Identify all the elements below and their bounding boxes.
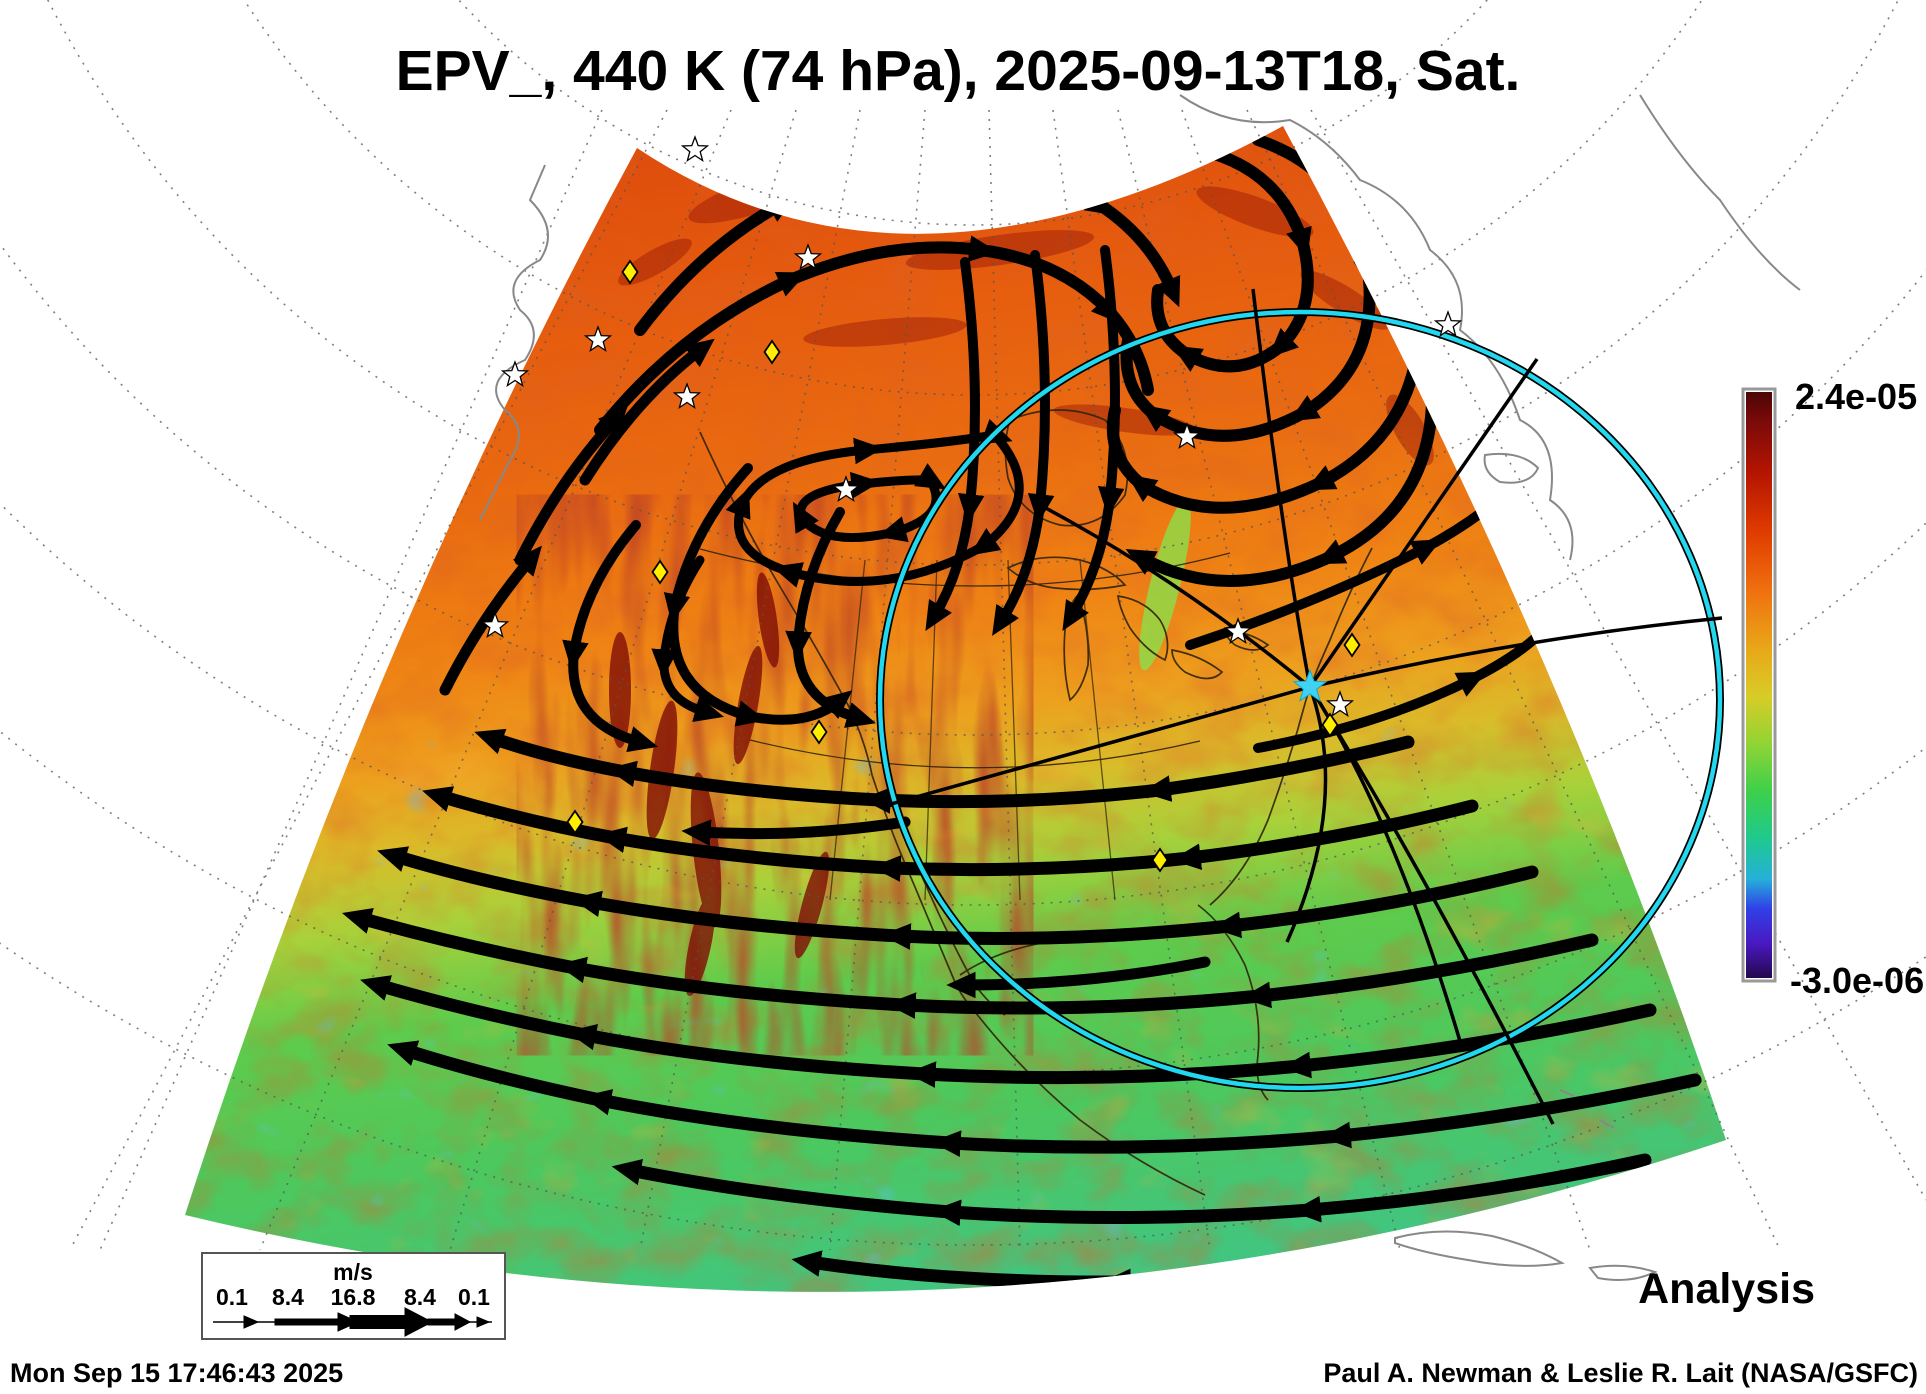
white-star-marker — [583, 325, 613, 352]
white-star-marker — [672, 382, 702, 409]
station-markers — [480, 135, 1463, 873]
yellow-diamond-marker — [1321, 712, 1339, 738]
white-star-marker — [680, 135, 710, 162]
colorbar-min-label: -3.0e-06 — [1790, 960, 1924, 1001]
timestamp: Mon Sep 15 17:46:43 2025 — [10, 1358, 343, 1388]
wind-legend-value-2: 16.8 — [331, 1284, 376, 1310]
yellow-diamond-marker — [1343, 632, 1361, 658]
credit: Paul A. Newman & Leslie R. Lait (NASA/GS… — [1323, 1358, 1918, 1388]
yellow-diamond-marker — [621, 259, 639, 285]
yellow-diamond-marker — [810, 719, 828, 745]
mode-label: Analysis — [1638, 1265, 1815, 1313]
white-star-marker — [1433, 310, 1463, 337]
white-star-marker — [500, 360, 530, 387]
white-star-marker — [1223, 617, 1253, 644]
yellow-diamond-marker — [1151, 847, 1169, 873]
wind-legend-value-4: 0.1 — [458, 1284, 490, 1310]
white-star-marker — [831, 475, 861, 502]
station-cyan-star-marker — [1292, 668, 1328, 702]
wind-legend-value-0: 0.1 — [216, 1284, 248, 1310]
yellow-diamond-marker — [651, 559, 669, 585]
white-star-marker — [793, 243, 823, 270]
range-ring — [876, 308, 1724, 1092]
wind-legend-unit: m/s — [333, 1259, 373, 1285]
wind-legend-value-1: 8.4 — [272, 1284, 304, 1310]
wind-legend-value-3: 8.4 — [404, 1284, 436, 1310]
yellow-diamond-marker — [566, 809, 584, 835]
colorbar-max-label: 2.4e-05 — [1795, 376, 1917, 417]
colorbar: 2.4e-05 -3.0e-06 — [1741, 376, 1924, 1001]
figure-title: EPV_, 440 K (74 hPa), 2025-09-13T18, Sat… — [396, 39, 1521, 103]
white-star-marker — [480, 611, 510, 638]
wind-legend: m/s 0.1 8.4 16.8 8.4 0.1 — [201, 1252, 506, 1340]
epv-field — [185, 126, 1726, 1292]
yellow-diamond-marker — [763, 339, 781, 365]
wind-legend-arrow-glyph — [213, 1307, 492, 1337]
white-star-marker — [1172, 422, 1202, 449]
white-star-marker — [1325, 690, 1355, 717]
